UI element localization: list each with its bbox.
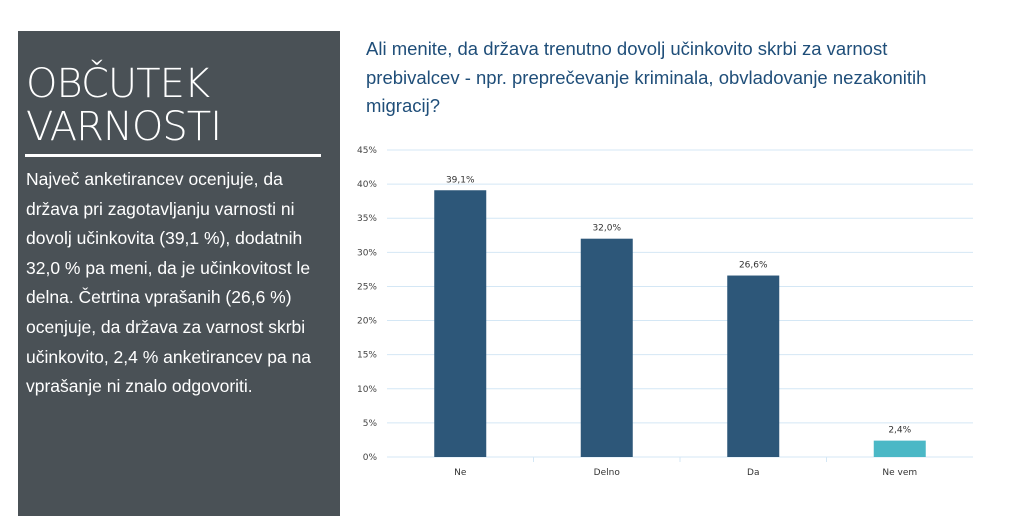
y-tick-label: 15% [357,351,377,361]
y-tick-label: 20% [357,317,377,327]
y-tick-label: 45% [357,146,377,156]
x-tick-label: Ne vem [882,468,917,478]
y-tick-label: 30% [357,248,377,258]
chart-title: Ali menite, da država trenutno dovolj uč… [366,38,927,116]
panel-text: Največ anketirancev ocenjuje, da država … [26,169,312,397]
x-tick-label: Ne [454,468,467,478]
x-tick-label: Da [747,468,759,478]
data-label: 2,4% [888,426,911,436]
panel-title: OBČUTEK VARNOSTI [26,61,222,150]
bar-delno [580,238,633,457]
title-divider [25,154,321,157]
y-tick-label: 25% [357,282,377,292]
data-label: 39,1% [446,175,475,185]
data-label: 26,6% [739,261,768,271]
bar-ne-vem [873,440,926,457]
data-label: 32,0% [592,224,621,234]
y-tick-label: 40% [357,180,377,190]
y-tick-label: 10% [357,385,377,395]
y-tick-label: 0% [363,453,378,463]
summary-panel: OBČUTEK VARNOSTI Največ anketirancev oce… [18,31,340,516]
y-tick-label: 35% [357,214,377,224]
panel-title-line1: OBČUTEK [26,61,210,107]
y-tick-label: 5% [363,419,378,429]
bar-da [727,275,780,457]
panel-title-line2: VARNOSTI [26,104,222,150]
bar-ne [434,190,487,458]
x-tick-label: Delno [594,468,621,478]
